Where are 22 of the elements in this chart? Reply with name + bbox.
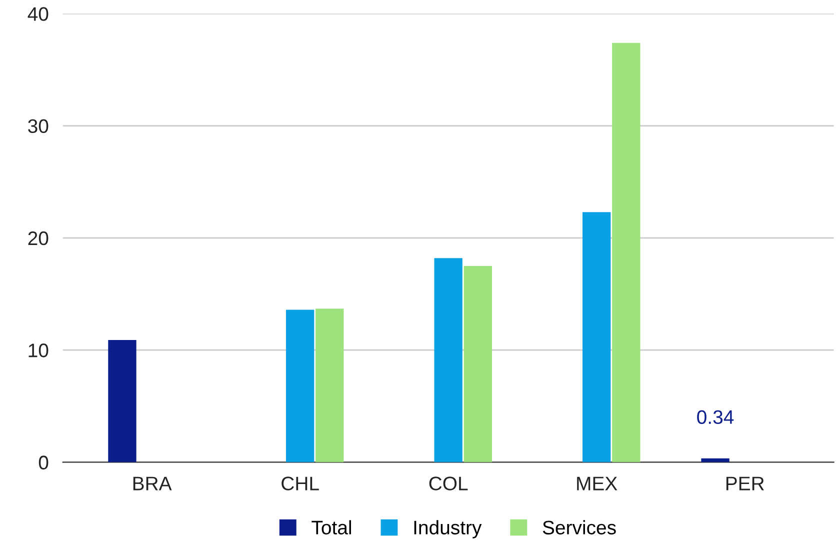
x-tick-label: COL xyxy=(429,476,468,490)
data-label: 0.34 xyxy=(697,410,734,424)
x-tick-label: CHL xyxy=(282,476,319,490)
bar xyxy=(108,340,136,462)
bar xyxy=(701,458,730,462)
y-tick-label: 20 xyxy=(28,231,48,246)
bar xyxy=(582,212,611,462)
bar xyxy=(316,308,344,462)
bar xyxy=(464,266,492,462)
bar xyxy=(612,42,640,462)
y-tick-label: 10 xyxy=(28,344,48,358)
legend-label: Industry xyxy=(414,520,482,538)
y-tick-label: 40 xyxy=(28,7,48,21)
legend-label: Total xyxy=(312,520,351,534)
x-tick-label: BRA xyxy=(133,476,172,490)
bar xyxy=(434,258,462,462)
bar xyxy=(286,310,314,462)
legend-label: Services xyxy=(542,520,616,534)
y-tick-label: 0 xyxy=(38,456,48,470)
x-tick-label: PER xyxy=(726,476,764,490)
y-tick-label: 30 xyxy=(28,119,48,134)
x-tick-label: MEX xyxy=(577,476,618,490)
